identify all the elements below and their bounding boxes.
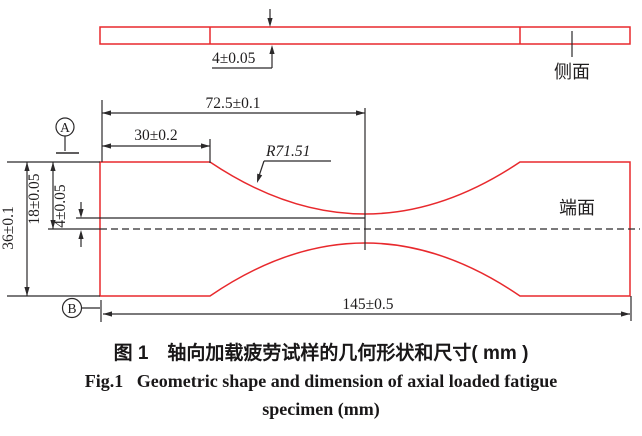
dim-145: 145±0.5 (342, 296, 393, 313)
side-face-label: 侧面 (554, 62, 590, 82)
caption-english-1: Fig.1 Geometric shape and dimension of a… (84, 371, 558, 391)
datum-a-symbol: A (55, 117, 79, 154)
extension-lines (7, 100, 632, 322)
side-thickness-dim: 4±0.05 (212, 50, 256, 67)
specimen-drawing: 4±0.05 侧面 (0, 9, 640, 322)
datum-b-symbol: B (61, 297, 100, 319)
dim-72-5: 72.5±0.1 (205, 95, 260, 112)
front-view: A B 72.5±0.1 30±0.2 R71.51 端面 145±0.5 36… (0, 95, 640, 322)
caption-english-2: specimen (mm) (262, 399, 380, 419)
side-view-arrowheads (267, 18, 275, 54)
caption-chinese: 图 1 轴向加载疲劳试样的几何形状和尺寸( mm ) (113, 343, 529, 364)
dim-30: 30±0.2 (134, 127, 177, 144)
side-view-dim-lines (212, 9, 573, 69)
side-view-outline (99, 26, 631, 45)
arrowheads (24, 110, 630, 317)
dim-36: 36±0.1 (0, 206, 17, 249)
dim-18: 18±0.05 (26, 173, 43, 224)
specimen-outline (99, 161, 631, 297)
datum-b-letter: B (67, 301, 76, 316)
datum-a-letter: A (60, 120, 70, 135)
side-view: 4±0.05 侧面 (99, 9, 631, 82)
end-face-label: 端面 (559, 198, 595, 218)
dimension-lines (26, 112, 630, 315)
radius-label: R71.51 (265, 143, 310, 160)
dim-4-gauge: 4±0.05 (52, 184, 69, 228)
